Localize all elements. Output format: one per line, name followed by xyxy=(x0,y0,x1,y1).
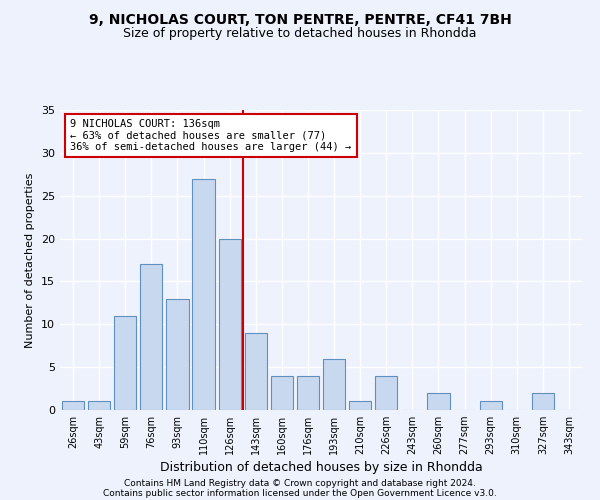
Bar xyxy=(532,393,554,410)
Text: Contains HM Land Registry data © Crown copyright and database right 2024.: Contains HM Land Registry data © Crown c… xyxy=(124,478,476,488)
Text: Contains public sector information licensed under the Open Government Licence v3: Contains public sector information licen… xyxy=(103,488,497,498)
Bar xyxy=(193,178,215,410)
Bar xyxy=(88,402,110,410)
Bar xyxy=(140,264,163,410)
Y-axis label: Number of detached properties: Number of detached properties xyxy=(25,172,35,348)
Text: 9, NICHOLAS COURT, TON PENTRE, PENTRE, CF41 7BH: 9, NICHOLAS COURT, TON PENTRE, PENTRE, C… xyxy=(89,12,511,26)
Text: Size of property relative to detached houses in Rhondda: Size of property relative to detached ho… xyxy=(123,28,477,40)
Bar xyxy=(349,402,371,410)
Bar xyxy=(114,316,136,410)
Bar xyxy=(323,358,345,410)
X-axis label: Distribution of detached houses by size in Rhondda: Distribution of detached houses by size … xyxy=(160,462,482,474)
Text: 9 NICHOLAS COURT: 136sqm
← 63% of detached houses are smaller (77)
36% of semi-d: 9 NICHOLAS COURT: 136sqm ← 63% of detach… xyxy=(70,119,352,152)
Bar xyxy=(271,376,293,410)
Bar xyxy=(427,393,449,410)
Bar xyxy=(166,298,188,410)
Bar xyxy=(245,333,267,410)
Bar xyxy=(375,376,397,410)
Bar xyxy=(62,402,84,410)
Bar xyxy=(297,376,319,410)
Bar xyxy=(479,402,502,410)
Bar xyxy=(218,238,241,410)
